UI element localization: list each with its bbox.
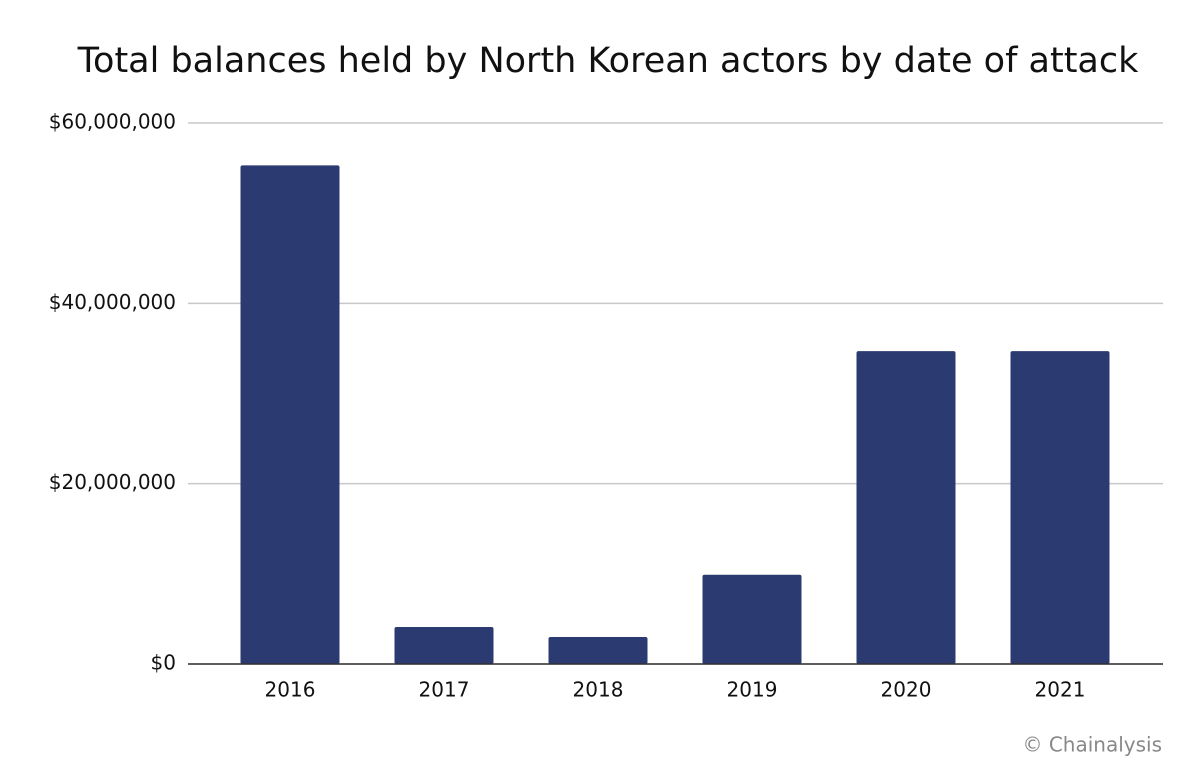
chart-title: Total balances held by North Korean acto… [77,41,1140,81]
x-tick-label: 2021 [1035,678,1086,702]
y-tick-label: $60,000,000 [49,110,176,134]
source: © Chainalysis [1022,733,1162,757]
y-tick-label: $0 [151,651,176,675]
x-tick-label: 2020 [881,678,932,702]
x-tick-label: 2018 [573,678,624,702]
bar [240,165,340,664]
bar [394,627,494,664]
bar [1010,351,1110,664]
bar [856,351,956,664]
bar [548,636,648,664]
x-tick-label: 2016 [265,678,316,702]
y-tick-label: $20,000,000 [49,470,176,494]
bar [702,574,802,664]
x-tick-label: 2017 [419,678,470,702]
x-tick-label: 2019 [727,678,778,702]
y-tick-label: $40,000,000 [49,290,176,314]
